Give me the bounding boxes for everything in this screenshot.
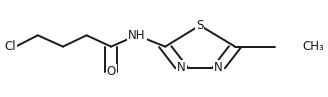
Text: CH₃: CH₃	[302, 40, 324, 53]
Text: Cl: Cl	[4, 40, 16, 53]
Text: S: S	[196, 19, 204, 32]
Text: NH: NH	[128, 29, 146, 42]
Text: O: O	[107, 65, 116, 78]
Text: N: N	[215, 61, 223, 74]
Text: N: N	[177, 61, 186, 74]
